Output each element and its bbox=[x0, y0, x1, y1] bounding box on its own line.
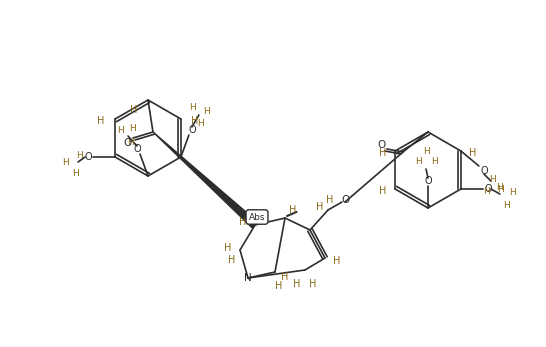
Text: H: H bbox=[275, 281, 283, 291]
Text: H: H bbox=[316, 202, 324, 212]
Text: H: H bbox=[469, 148, 477, 158]
Text: H: H bbox=[281, 272, 289, 282]
Text: H: H bbox=[198, 118, 204, 127]
Text: H: H bbox=[490, 175, 496, 184]
Text: H: H bbox=[129, 124, 136, 133]
Text: H: H bbox=[72, 169, 79, 178]
Text: H: H bbox=[503, 201, 511, 210]
Text: O: O bbox=[480, 166, 488, 176]
Text: H: H bbox=[431, 156, 437, 166]
Text: O: O bbox=[188, 125, 195, 135]
Text: H: H bbox=[117, 126, 123, 135]
Text: O: O bbox=[84, 152, 92, 162]
Text: H: H bbox=[130, 105, 138, 115]
Text: H: H bbox=[204, 107, 210, 116]
Text: H: H bbox=[496, 183, 503, 192]
Text: O: O bbox=[133, 144, 141, 154]
Text: O: O bbox=[377, 140, 385, 150]
Text: H: H bbox=[333, 256, 341, 266]
Text: O: O bbox=[424, 176, 432, 186]
Text: N: N bbox=[244, 273, 252, 283]
Text: H: H bbox=[289, 205, 296, 215]
Text: H: H bbox=[379, 186, 387, 196]
Text: H: H bbox=[310, 279, 317, 289]
Text: H: H bbox=[76, 151, 82, 160]
Text: H: H bbox=[127, 137, 133, 146]
Polygon shape bbox=[153, 132, 258, 228]
Text: H: H bbox=[484, 187, 490, 196]
Text: O: O bbox=[341, 195, 349, 205]
Text: O: O bbox=[124, 138, 132, 148]
Text: H: H bbox=[497, 185, 505, 194]
Text: O: O bbox=[484, 184, 492, 194]
Text: H: H bbox=[97, 116, 105, 126]
Text: H: H bbox=[239, 217, 247, 227]
Text: H: H bbox=[327, 195, 334, 205]
Text: H: H bbox=[191, 116, 199, 126]
Text: H: H bbox=[509, 187, 517, 196]
Text: H: H bbox=[228, 255, 236, 265]
Text: H: H bbox=[189, 102, 196, 111]
Text: H: H bbox=[62, 158, 68, 167]
Text: H: H bbox=[379, 148, 387, 158]
Text: Abs: Abs bbox=[249, 212, 265, 221]
Text: H: H bbox=[224, 243, 232, 253]
Text: H: H bbox=[293, 279, 301, 289]
Text: H: H bbox=[423, 146, 429, 155]
Text: H: H bbox=[414, 156, 422, 166]
